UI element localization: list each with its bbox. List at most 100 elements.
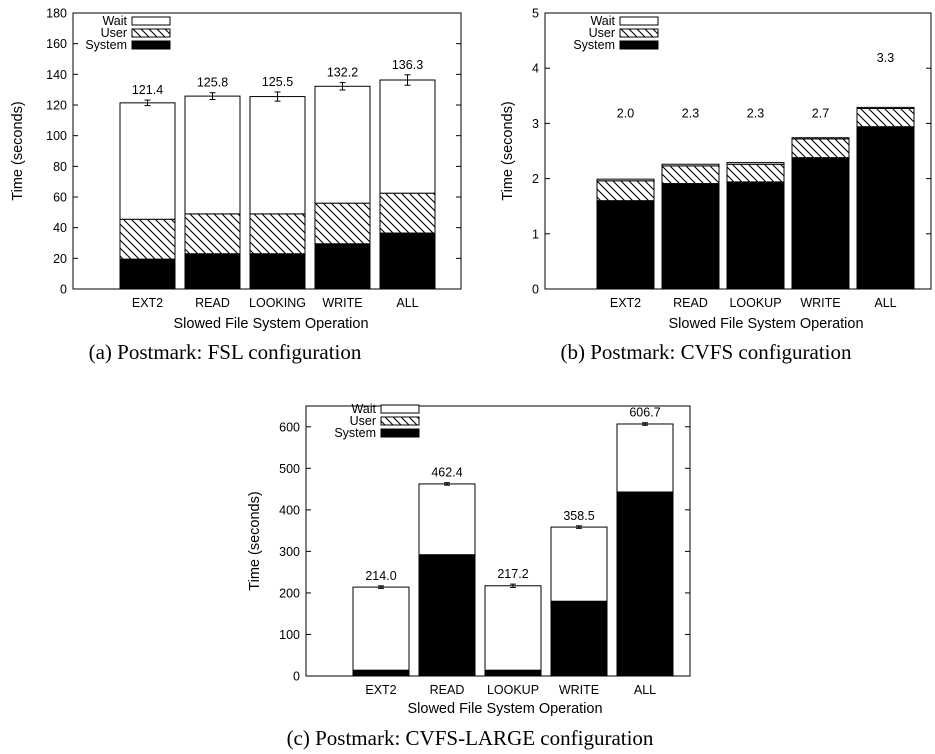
bar-segment-system (418, 554, 476, 677)
bar-total-label: 125.8 (197, 76, 228, 90)
legend-label: System (85, 38, 127, 52)
x-tick-label: WRITE (322, 296, 362, 310)
y-tick-label: 0 (293, 670, 300, 684)
legend-swatch-user (619, 28, 659, 38)
bar-segment-wait (856, 106, 915, 109)
x-tick-label: ALL (396, 296, 418, 310)
bar-segment-user (314, 202, 371, 245)
bar-segment-wait (184, 95, 241, 215)
bar-segment-wait (484, 585, 542, 671)
bar-segment-system (856, 126, 915, 290)
bar-segment-user (249, 213, 306, 255)
bar-segment-system (484, 669, 542, 677)
y-tick-label: 120 (46, 99, 67, 113)
bar-total-label: 2.3 (747, 106, 764, 120)
bar-total-label: 217.2 (497, 567, 528, 581)
bar-segment-user (726, 163, 785, 183)
bar-segment-system (596, 200, 655, 290)
y-tick-label: 300 (279, 545, 300, 559)
y-tick-label: 160 (46, 37, 67, 51)
y-axis-label: Time (seconds) (247, 491, 263, 590)
legend-label: Wait (590, 14, 615, 28)
x-tick-label: READ (430, 683, 465, 697)
x-axis-label: Slowed File System Operation (407, 701, 602, 717)
legend-label: System (334, 426, 376, 440)
bar-segment-wait (352, 586, 410, 671)
legend-label: User (350, 414, 376, 428)
bar-segment-user (791, 138, 850, 159)
x-tick-label: ALL (874, 296, 896, 310)
y-tick-label: 0 (532, 283, 539, 297)
legend-swatch-user (380, 416, 420, 426)
bar-total-label: 136.3 (392, 58, 423, 72)
bar-total-label: 2.0 (617, 106, 634, 120)
y-axis-label: Time (seconds) (500, 101, 516, 200)
bar-total-label: 358.5 (563, 509, 594, 523)
bar-total-label: 2.7 (812, 106, 829, 120)
legend-swatch-system (131, 40, 171, 50)
legend-label: System (573, 38, 615, 52)
chart-c-cvfs-large: 0 100 200 300 400 500 600 Slowed File System Op… (247, 402, 691, 717)
y-tick-label: 3 (532, 117, 539, 131)
y-tick-label: 200 (279, 586, 300, 600)
y-tick-label: 100 (46, 129, 67, 143)
caption-a: (a) Postmark: FSL configuration (89, 340, 362, 364)
bar-total-label: 132.2 (327, 66, 358, 80)
y-tick-label: 2 (532, 172, 539, 186)
chart-b-cvfs: 0 1 2 3 4 5 Slowed File System Operation Time (… (500, 7, 932, 332)
bar-segment-system (726, 181, 785, 290)
bar-segment-wait (596, 178, 655, 182)
bar-segment-wait (314, 85, 371, 204)
legend-swatch-wait (131, 16, 171, 26)
x-tick-label: READ (195, 296, 230, 310)
legend-swatch-wait (380, 404, 420, 414)
x-tick-label: LOOKUP (729, 296, 781, 310)
bar-segment-system (119, 258, 176, 290)
y-tick-label: 180 (46, 7, 67, 21)
caption-b: (b) Postmark: CVFS configuration (560, 340, 852, 364)
bar-total-label: 125.5 (262, 75, 293, 89)
x-tick-label: READ (673, 296, 708, 310)
y-tick-label: 500 (279, 462, 300, 476)
x-tick-label: EXT2 (610, 296, 641, 310)
bar-segment-system (314, 243, 371, 290)
bar-total-label: 462.4 (431, 466, 462, 480)
bar-segment-system (249, 253, 306, 290)
bar-segment-system (352, 669, 410, 677)
bar-segment-system (661, 183, 720, 290)
legend-label: User (589, 26, 615, 40)
x-axis-label: Slowed File System Operation (173, 316, 368, 332)
x-tick-label: LOOKING (249, 296, 306, 310)
x-tick-label: EXT2 (132, 296, 163, 310)
y-tick-label: 40 (53, 221, 67, 235)
y-tick-label: 100 (279, 628, 300, 642)
legend-swatch-system (380, 428, 420, 438)
x-axis-label: Slowed File System Operation (668, 316, 863, 332)
legend-swatch-wait (619, 16, 659, 26)
y-tick-label: 4 (532, 62, 539, 76)
x-tick-label: EXT2 (365, 683, 396, 697)
bar-segment-system (616, 491, 674, 677)
y-tick-label: 5 (532, 7, 539, 21)
bar-segment-user (596, 180, 655, 202)
bar-total-label: 606.7 (629, 406, 660, 420)
bar-total-label: 3.3 (877, 51, 894, 65)
y-tick-label: 600 (279, 420, 300, 434)
bar-segment-user (184, 213, 241, 255)
legend-label: User (101, 26, 127, 40)
bar-segment-system (184, 253, 241, 290)
x-tick-label: WRITE (800, 296, 840, 310)
bar-segment-wait (616, 423, 674, 493)
x-tick-label: WRITE (559, 683, 599, 697)
bar-segment-user (856, 107, 915, 128)
bar-segment-wait (550, 526, 608, 602)
bar-segment-wait (661, 163, 720, 167)
bar-segment-wait (119, 102, 176, 220)
bar-segment-system (791, 157, 850, 290)
legend-label: Wait (102, 14, 127, 28)
bar-segment-wait (726, 162, 785, 165)
y-tick-label: 1 (532, 227, 539, 241)
bar-segment-wait (249, 96, 306, 215)
x-tick-label: LOOKUP (487, 683, 539, 697)
